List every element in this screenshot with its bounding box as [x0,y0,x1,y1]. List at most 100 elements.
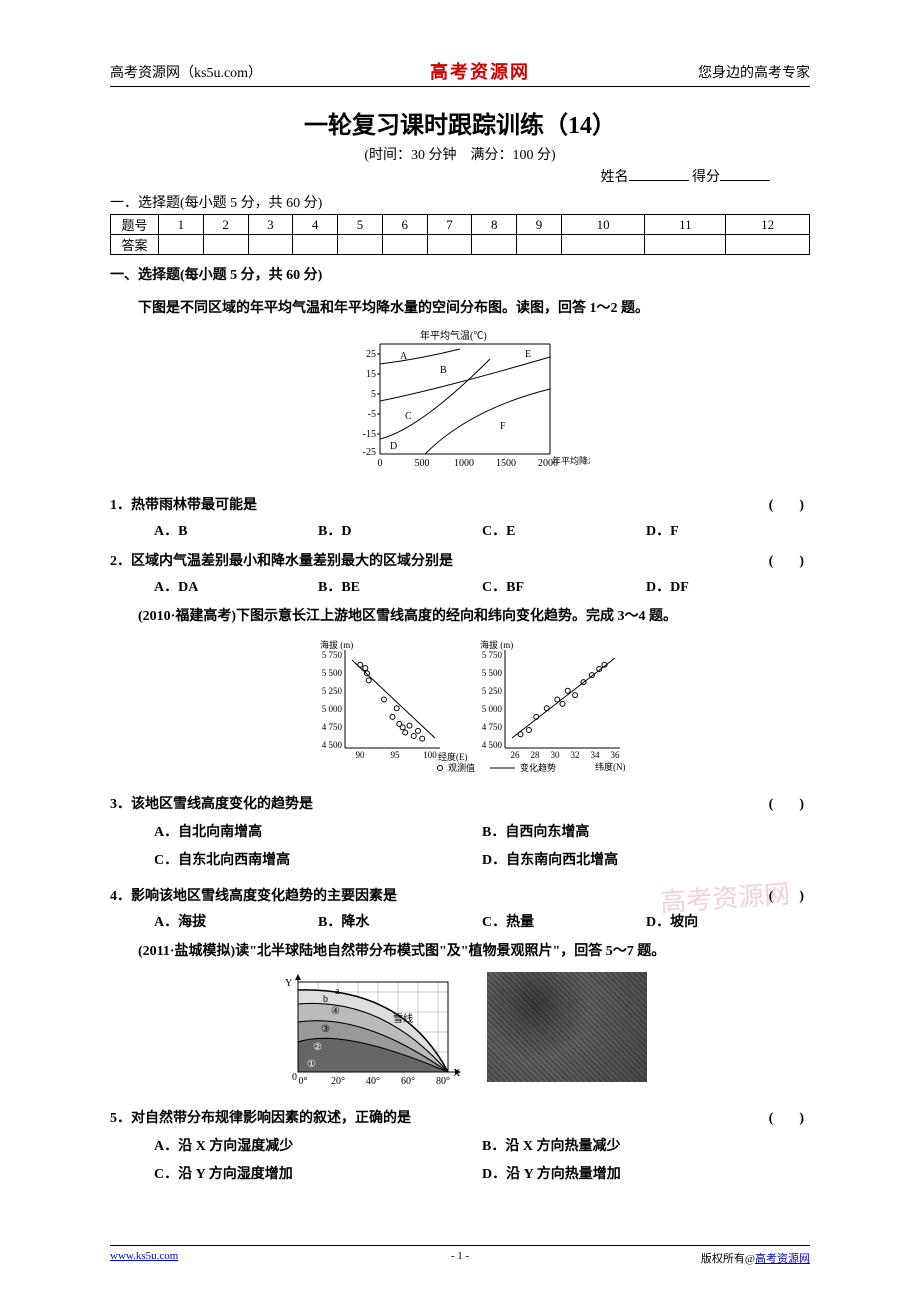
svg-text:25: 25 [366,349,376,360]
q4-opt-a[interactable]: A．海拔 [154,911,318,931]
svg-text:a: a [335,986,340,997]
q5-opt-d[interactable]: D．沿 Y 方向热量增加 [482,1161,810,1189]
grid-row2-label: 答案 [111,235,159,255]
q4-options: A．海拔 B．降水 C．热量 D．坡向 [110,911,810,931]
grid-answer-cell[interactable] [382,235,427,255]
q2-opt-a[interactable]: A．DA [154,576,318,596]
score-label: 得分 [692,170,720,185]
grid-answer-cell[interactable] [338,235,383,255]
q4-opt-d[interactable]: D．坡向 [646,911,810,931]
svg-text:26: 26 [511,750,521,760]
answer-grid: 题号 1 2 3 4 5 6 7 8 9 10 11 12 答案 [110,214,810,255]
q2-opt-c[interactable]: C．BF [482,576,646,596]
q2-opt-d[interactable]: D．DF [646,576,810,596]
svg-text:100: 100 [423,750,437,760]
svg-text:海拔 (m): 海拔 (m) [320,639,353,650]
q2-options: A．DA B．BE C．BF D．DF [110,576,810,596]
q3-opt-d[interactable]: D．自东南向西北增高 [482,847,810,875]
svg-text:B: B [440,365,447,376]
svg-text:5 000: 5 000 [322,704,343,714]
name-blank[interactable] [629,167,689,181]
svg-text:4 500: 4 500 [322,740,343,750]
q2-opt-b[interactable]: B．BE [318,576,482,596]
q5-opt-a[interactable]: A．沿 X 方向湿度减少 [154,1133,482,1161]
plant-photo [487,972,647,1082]
header-logo-text: 高考资源网 [430,58,530,84]
grid-answer-cell[interactable] [159,235,204,255]
q1-opt-c[interactable]: C．E [482,520,646,540]
q5-opt-b[interactable]: B．沿 X 方向热量减少 [482,1133,810,1161]
svg-text:0°: 0° [299,1076,308,1087]
answer-paren[interactable]: ( ) [769,1107,810,1127]
svg-text:④: ④ [331,1006,340,1017]
answer-paren[interactable]: ( ) [769,885,810,905]
footer-url[interactable]: www.ks5u.com [110,1250,178,1266]
q1-opt-a[interactable]: A．B [154,520,318,540]
svg-text:40°: 40° [366,1076,380,1087]
grid-col: 8 [472,215,517,235]
svg-text:①: ① [307,1059,316,1070]
question-1: 1．热带雨林带最可能是 ( ) [110,494,810,514]
grid-answer-cell[interactable] [203,235,248,255]
svg-text:36: 36 [611,750,621,760]
grid-answer-cell[interactable] [248,235,293,255]
name-score-line: 姓名 得分 [110,166,810,186]
svg-text:0: 0 [378,458,383,469]
svg-text:34: 34 [591,750,601,760]
answer-paren[interactable]: ( ) [769,494,810,514]
grid-col: 2 [203,215,248,235]
svg-text:15: 15 [366,369,376,380]
grid-answer-cell[interactable] [645,235,726,255]
svg-text:5 500: 5 500 [482,668,503,678]
intro-3: (2011·盐城模拟)读"北半球陆地自然带分布模式图"及"植物景观照片"，回答 … [110,939,810,964]
q5-text: 5．对自然带分布规律影响因素的叙述，正确的是 [110,1107,411,1127]
grid-answer-cell[interactable] [726,235,810,255]
section1-head: 一．选择题(每小题 5 分，共 60 分) [110,192,810,212]
page-subtitle: (时间：30 分钟 满分：100 分) [110,144,810,164]
svg-text:95: 95 [391,750,401,760]
grid-col: 1 [159,215,204,235]
svg-text:90: 90 [356,750,366,760]
q3-opt-a[interactable]: A．自北向南增高 [154,819,482,847]
q4-opt-c[interactable]: C．热量 [482,911,646,931]
chart1-xlabel: 年平均降水量(mm) [552,455,590,466]
svg-text:F: F [500,421,506,432]
q4-opt-b[interactable]: B．降水 [318,911,482,931]
figure-3: Y ① ② ③ ④ a b 雪线 0 0° 20° 40° 60° 80° X [110,972,810,1097]
svg-text:4 750: 4 750 [322,722,343,732]
svg-text:-5: -5 [368,409,376,420]
svg-text:②: ② [313,1042,322,1053]
svg-text:5 000: 5 000 [482,704,503,714]
svg-text:80°: 80° [436,1076,450,1087]
svg-text:A: A [400,351,408,362]
intro-2: (2010·福建高考)下图示意长江上游地区雪线高度的经向和纬向变化趋势。完成 3… [110,604,810,629]
grid-col: 7 [427,215,472,235]
header-left: 高考资源网（ks5u.com） [110,62,262,82]
grid-answer-cell[interactable] [427,235,472,255]
q4-text: 4．影响该地区雪线高度变化趋势的主要因素是 [110,885,397,905]
q1-options: A．B B．D C．E D．F [110,520,810,540]
grid-answer-cell[interactable] [517,235,562,255]
chart1-ylabel: 年平均气温(℃) [420,329,487,342]
footer-link[interactable]: 高考资源网 [755,1253,810,1265]
svg-text:经度(E): 经度(E) [438,751,468,762]
chart-temp-precip: 年平均气温(℃) 25 15 5 -5 -15 -25 A B C D E [330,329,590,479]
q1-opt-d[interactable]: D．F [646,520,810,540]
svg-text:观测值: 观测值 [448,762,475,773]
q3-opt-b[interactable]: B．自西向东增高 [482,819,810,847]
svg-text:5 250: 5 250 [482,686,503,696]
grid-answer-cell[interactable] [472,235,517,255]
svg-text:b: b [323,994,328,1005]
grid-col: 12 [726,215,810,235]
q3-opt-c[interactable]: C．自东北向西南增高 [154,847,482,875]
grid-col: 6 [382,215,427,235]
grid-answer-cell[interactable] [561,235,645,255]
answer-paren[interactable]: ( ) [769,793,810,813]
q1-opt-b[interactable]: B．D [318,520,482,540]
grid-answer-cell[interactable] [293,235,338,255]
q5-opt-c[interactable]: C．沿 Y 方向湿度增加 [154,1161,482,1189]
svg-text:1500: 1500 [496,458,516,469]
answer-paren[interactable]: ( ) [769,550,810,570]
score-blank[interactable] [720,167,770,181]
question-5: 5．对自然带分布规律影响因素的叙述，正确的是 ( ) [110,1107,810,1127]
